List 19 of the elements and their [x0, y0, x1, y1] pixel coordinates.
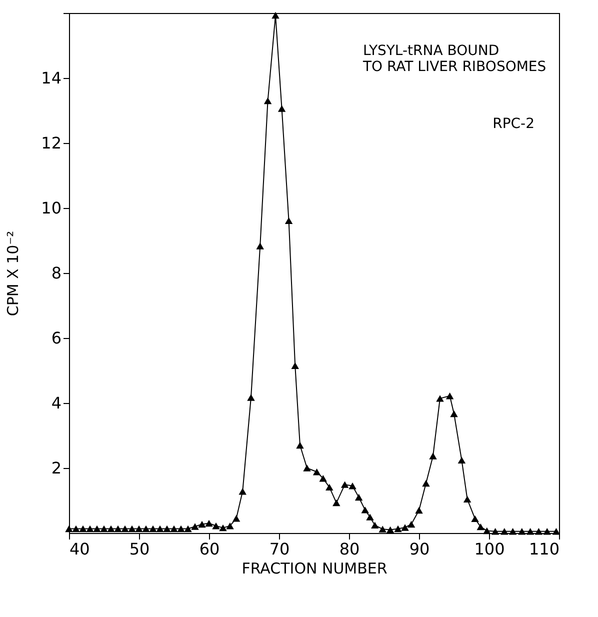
y-tick-label: 14 [41, 68, 62, 88]
y-axis-title: CPM X 10⁻² [4, 230, 22, 316]
x-tick-label: 100 [474, 540, 505, 558]
x-tick-label: 60 [199, 540, 220, 558]
annotation: RPC-2 [492, 116, 534, 132]
x-tick-label: 90 [409, 540, 430, 558]
y-tick-label: 6 [51, 328, 62, 348]
x-tick-label: 110 [528, 540, 560, 558]
y-tick-label: 2 [51, 458, 62, 478]
y-tick-label: 10 [41, 198, 62, 218]
y-tick-label: 8 [51, 264, 62, 282]
x-axis-title: FRACTION NUMBER [242, 560, 388, 578]
y-tick-label: 12 [41, 134, 62, 152]
x-tick-label: 70 [269, 540, 290, 558]
x-tick-label: 80 [339, 540, 360, 558]
y-tick-label: 4 [51, 394, 62, 412]
x-tick-label: 40 [70, 540, 90, 558]
annotation: LYSYL-tRNA BOUND TO RAT LIVER RIBOSOMES [362, 43, 546, 76]
x-tick-label: 50 [129, 540, 150, 558]
